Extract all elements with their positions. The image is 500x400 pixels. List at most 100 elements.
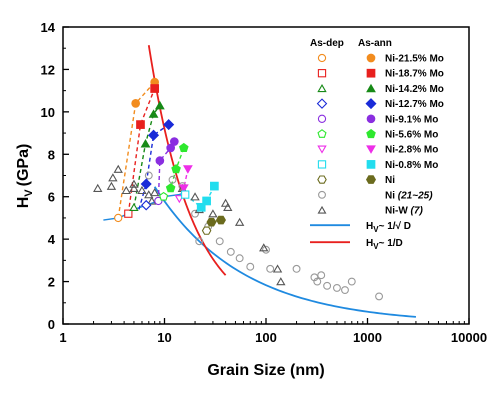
legend-label: Ni-5.6% Mo	[385, 130, 438, 141]
y-axis-title-sub: V	[23, 189, 35, 197]
axes: 1 10 100 1000 10000 0 2 4 6 8 10 12 14 Grain Size (…	[15, 20, 487, 379]
as-dep-point	[140, 199, 152, 211]
as-ann-point	[136, 120, 145, 129]
ref-niw-point	[144, 190, 154, 199]
x-tick-label: 1000	[353, 330, 382, 345]
legend-fit-sub: V	[373, 242, 379, 251]
alloy-points	[114, 77, 226, 235]
as-ann-point	[154, 100, 165, 110]
legend-ref-name: Ni-W	[385, 206, 411, 217]
ref-ni-point	[317, 271, 326, 280]
reference-points	[93, 164, 384, 301]
ref-niw-point	[276, 277, 286, 286]
y-tick-label: 2	[48, 275, 55, 290]
ref-ni-point	[292, 264, 301, 273]
legend-as-ann-marker	[365, 175, 377, 184]
as-ann-point	[150, 84, 160, 93]
as-ann-point	[163, 119, 175, 131]
x-tick-label: 1	[59, 330, 66, 345]
ref-ni-point	[144, 171, 153, 180]
legend-fit-sub: V	[373, 225, 379, 234]
legend-as-dep-marker	[317, 83, 327, 93]
legend-as-dep-marker	[317, 175, 327, 184]
legend-as-ann-marker	[366, 68, 376, 78]
as-ann-point	[131, 99, 141, 108]
legend-fit-h: H	[366, 238, 373, 249]
as-ann-point	[140, 139, 151, 148]
fit-inverse-curve	[147, 45, 227, 276]
y-tick-label: 14	[41, 20, 56, 35]
as-ann-point	[196, 202, 206, 212]
as-ann-point	[171, 164, 181, 174]
y-tick-label: 8	[48, 147, 55, 162]
y-axis-title: HV (GPa)	[15, 144, 35, 209]
legend-label: Ni	[385, 175, 395, 186]
legend-as-dep-marker	[317, 145, 327, 154]
ref-ni-point	[246, 262, 255, 271]
legend-ref-label: Ni (21~25)	[385, 190, 433, 201]
ref-ni-point	[375, 292, 384, 301]
legend-as-ann-marker	[366, 114, 376, 124]
y-tick-label: 0	[48, 317, 55, 332]
legend-as-ann-marker	[366, 83, 376, 93]
ref-ni-point	[235, 254, 244, 263]
legend-ref-citation: (7)	[411, 206, 424, 217]
ref-niw-point	[137, 185, 147, 195]
ref-niw-point	[149, 188, 160, 197]
legend-label: Ni-18.7% Mo	[385, 69, 444, 80]
ref-ni-point	[313, 277, 322, 286]
as-ann-point	[210, 181, 219, 191]
ref-niw-point	[234, 217, 245, 226]
as-ann-point	[148, 129, 160, 141]
legend-as-dep-marker	[317, 69, 327, 78]
as-ann-point	[206, 217, 217, 227]
ref-ni-point	[191, 209, 200, 218]
legend-as-dep-marker	[317, 160, 327, 169]
legend-as-ann-marker	[366, 128, 376, 139]
legend-as-dep-marker	[317, 53, 327, 63]
legend-label: Ni-9.1% Mo	[385, 114, 438, 125]
ref-niw-point	[129, 179, 139, 188]
y-axis-title-unit: (GPa)	[15, 144, 32, 187]
legend-header-as-dep: As-dep	[310, 38, 344, 49]
as-dep-point	[124, 209, 133, 218]
as-dep-point	[154, 196, 163, 206]
ref-niw-point	[259, 243, 269, 252]
ref-niw-point	[93, 183, 103, 192]
y-tick-label: 6	[48, 190, 55, 205]
as-ann-point	[166, 143, 176, 153]
legend-ref-marker	[318, 190, 326, 199]
y-ticks: 0 2 4 6 8 10 12 14	[41, 20, 69, 332]
legend-ref-label: Ni-W (7)	[385, 206, 423, 217]
legend-fit-relation: ~ 1/√ D	[379, 221, 411, 232]
as-ann-point	[165, 183, 176, 193]
ref-niw-point	[272, 264, 283, 273]
ref-niw-point	[147, 196, 157, 205]
x-tick-label: 10	[157, 330, 171, 345]
x-axis-title: Grain Size (nm)	[207, 362, 324, 379]
ref-ni-point	[262, 245, 270, 254]
legend-fit-relation: ~ 1/D	[379, 238, 403, 249]
as-dep-point	[159, 191, 169, 201]
legend-label: Ni-21.5% Mo	[385, 54, 444, 65]
fit-sqrt-curve	[153, 186, 417, 318]
ref-ni-point	[195, 237, 204, 246]
ref-niw-point	[108, 173, 118, 182]
legend-as-ann-marker	[366, 145, 376, 154]
as-dep-point	[129, 202, 139, 212]
ref-niw-point	[113, 164, 123, 173]
ref-ni-point	[215, 237, 224, 246]
y-axis-title-main: H	[15, 197, 32, 209]
x-ticks: 1 10 100 1000 10000	[59, 318, 487, 345]
annealing-path	[133, 105, 161, 208]
legend-ref-name: Ni	[385, 190, 398, 201]
x-tick-label: 100	[255, 330, 277, 345]
as-dep-point	[181, 190, 190, 199]
as-ann-point	[140, 178, 152, 190]
legend-as-dep-marker	[317, 114, 327, 123]
ref-ni-point	[168, 175, 177, 184]
legend: As-dep As-ann Ni-21.5% Mo Ni-18.7% Mo Ni-1…	[310, 38, 444, 251]
ref-niw-point	[106, 181, 117, 190]
ref-niw-point	[121, 185, 131, 195]
